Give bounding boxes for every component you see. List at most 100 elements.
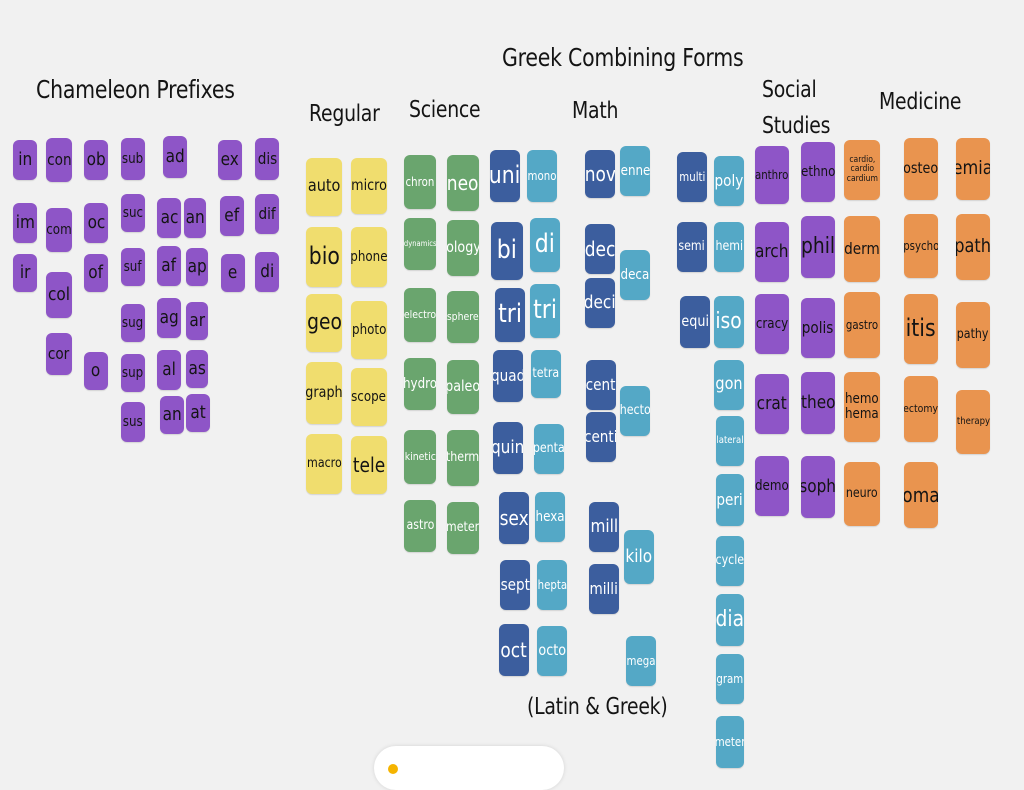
math-tile[interactable]: kilo [624,530,654,584]
math-tile[interactable]: multi [677,152,707,202]
medicine-tile[interactable]: pathy [956,302,990,368]
science-tile[interactable]: electro [404,288,436,342]
medicine-tile[interactable]: hemo hema [844,372,880,442]
medicine-tile[interactable]: gastro [844,292,880,358]
chameleon-tile[interactable]: e [221,254,245,292]
social-tile[interactable]: anthro [755,146,789,204]
social-tile[interactable]: polis [801,298,835,358]
science-tile[interactable]: neo [447,155,479,211]
math-tile[interactable]: hemi [714,222,744,272]
medicine-tile[interactable]: itis [904,294,938,364]
medicine-tile[interactable]: ectomy [904,376,938,442]
math-tile[interactable]: mill [589,502,619,552]
math-tile[interactable]: meter [716,716,744,768]
chameleon-tile[interactable]: sug [121,304,145,342]
math-tile[interactable]: octo [537,626,567,676]
math-tile[interactable]: iso [714,296,744,348]
math-tile[interactable]: tetra [531,350,561,398]
social-tile[interactable]: cracy [755,294,789,354]
science-tile[interactable]: astro [404,500,436,552]
medicine-tile[interactable]: path [956,214,990,280]
social-tile[interactable]: ethno [801,142,835,202]
math-tile[interactable]: oct [499,624,529,676]
math-tile[interactable]: milli [589,564,619,614]
regular-tile[interactable]: photo [351,301,387,359]
math-tile[interactable]: gon [714,360,744,410]
regular-tile[interactable]: phone [351,227,387,287]
chameleon-tile[interactable]: an [160,396,184,434]
regular-tile[interactable]: geo [306,294,342,352]
math-tile[interactable]: tri [495,288,525,342]
chameleon-tile[interactable]: di [255,252,279,292]
chameleon-tile[interactable]: as [186,350,208,388]
medicine-tile[interactable]: cardio, cardio cardium [844,140,880,200]
chameleon-tile[interactable]: com [46,208,72,252]
math-tile[interactable]: lateral [716,416,744,466]
regular-tile[interactable]: scope [351,368,387,426]
chameleon-tile[interactable]: al [157,350,181,390]
science-tile[interactable]: ology [447,220,479,276]
social-tile[interactable]: soph [801,456,835,518]
math-tile[interactable]: peri [716,474,744,526]
chameleon-tile[interactable]: ad [163,136,187,178]
math-tile[interactable]: hexa [535,492,565,542]
chameleon-tile[interactable]: ac [157,198,181,238]
math-tile[interactable]: dia [716,594,744,646]
science-tile[interactable]: meter [447,502,479,554]
science-tile[interactable]: sphere [447,291,479,343]
chameleon-tile[interactable]: sus [121,402,145,442]
social-tile[interactable]: phil [801,216,835,278]
chameleon-tile[interactable]: sub [121,138,145,180]
social-tile[interactable]: demo [755,456,789,516]
chameleon-tile[interactable]: of [84,254,108,292]
chameleon-tile[interactable]: at [186,394,210,432]
science-tile[interactable]: dynamics [404,218,436,270]
math-tile[interactable]: mega [626,636,656,686]
chameleon-tile[interactable]: im [13,203,37,243]
science-tile[interactable]: chron [404,155,436,209]
regular-tile[interactable]: tele [351,436,387,494]
math-tile[interactable]: di [530,218,560,272]
math-tile[interactable]: poly [714,156,744,206]
math-tile[interactable]: nov [585,150,615,198]
regular-tile[interactable]: macro [306,434,342,494]
math-tile[interactable]: hecto [620,386,650,436]
chameleon-tile[interactable]: ir [13,254,37,292]
math-tile[interactable]: dec [585,224,615,274]
medicine-tile[interactable]: oma [904,462,938,528]
chameleon-tile[interactable]: dis [255,138,279,180]
chameleon-tile[interactable]: af [157,246,181,286]
math-tile[interactable]: hepta [537,560,567,610]
medicine-tile[interactable]: derm [844,216,880,282]
math-tile[interactable]: sex [499,492,529,544]
chameleon-tile[interactable]: an [184,198,206,238]
math-tile[interactable]: sept [500,560,530,610]
math-tile[interactable]: quin [493,422,523,474]
science-tile[interactable]: therm [447,430,479,486]
chameleon-tile[interactable]: dif [255,194,279,234]
social-tile[interactable]: theo [801,372,835,434]
math-tile[interactable]: tri [530,284,560,338]
chameleon-tile[interactable]: ag [157,298,181,338]
math-tile[interactable]: semi [677,222,707,272]
chameleon-tile[interactable]: suf [121,248,145,286]
medicine-tile[interactable]: therapy [956,390,990,454]
medicine-tile[interactable]: emia [956,138,990,200]
chameleon-tile[interactable]: ef [220,196,244,236]
chameleon-tile[interactable]: con [46,138,72,182]
math-tile[interactable]: centi [586,412,616,462]
math-tile[interactable]: mono [527,150,557,202]
science-tile[interactable]: paleo [447,360,479,414]
chameleon-tile[interactable]: in [13,140,37,180]
chameleon-tile[interactable]: ar [186,302,208,340]
math-tile[interactable]: penta [534,424,564,474]
math-tile[interactable]: gram [716,654,744,704]
bottom-toolbar-pill[interactable] [374,746,564,790]
regular-tile[interactable]: auto [306,158,342,216]
science-tile[interactable]: hydro [404,358,436,410]
math-tile[interactable]: uni [490,150,520,202]
chameleon-tile[interactable]: o [84,352,108,390]
chameleon-tile[interactable]: col [46,272,72,318]
regular-tile[interactable]: bio [306,227,342,287]
chameleon-tile[interactable]: ap [186,248,208,286]
